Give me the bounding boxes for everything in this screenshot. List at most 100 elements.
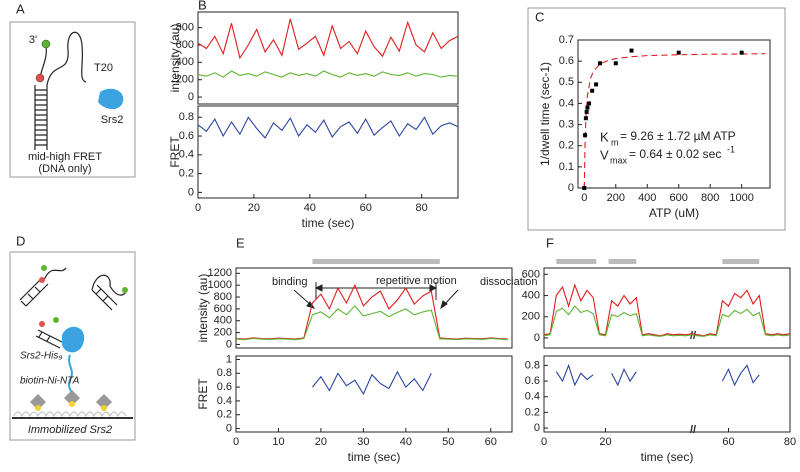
x-tick-label: 50 (442, 436, 454, 448)
x-tick-label: 20 (599, 436, 611, 448)
data-point (739, 50, 744, 55)
annotation: dissociation (480, 276, 537, 288)
data-point (676, 50, 681, 55)
panel-label: D (16, 233, 25, 248)
y-tick-label: 0.6 (559, 55, 574, 67)
y-tick-label: 0.4 (525, 391, 540, 403)
data-point (629, 48, 634, 53)
annotation: V (600, 147, 609, 162)
axes-frame (197, 105, 459, 199)
x-axis-label: ATP (uM) (649, 206, 699, 220)
y-tick-label: 1000 (208, 279, 232, 291)
highlight-bar (312, 259, 440, 264)
y-tick-label: 0.2 (559, 140, 574, 152)
label: Srs2-His₉ (20, 351, 62, 362)
y-tick-label: 0.4 (217, 395, 232, 407)
highlight-bar (556, 259, 597, 264)
x-tick-label: 60 (485, 436, 497, 448)
y-axis-label: FRET (168, 136, 182, 168)
x-tick-label: 0 (541, 436, 547, 448)
x-tick-label: 600 (670, 192, 688, 204)
x-tick-label: 80 (416, 202, 428, 214)
axes-frame (543, 267, 791, 349)
annotation: K (600, 129, 609, 144)
x-tick-label: 30 (357, 436, 369, 448)
x-tick-label: 40 (400, 436, 412, 448)
data-point (587, 101, 592, 106)
trace-line (555, 363, 760, 387)
y-tick-label: 0 (226, 422, 232, 434)
y-tick-label: 800 (214, 291, 232, 303)
y-tick-label: 0.4 (179, 149, 194, 161)
data-point (594, 82, 599, 87)
x-tick-label: 10 (272, 436, 284, 448)
axes-frame (235, 355, 513, 433)
axes-frame (197, 11, 459, 105)
y-tick-label: 0.5 (559, 76, 574, 88)
y-tick-label: 0.3 (559, 118, 574, 130)
panel-label: E (236, 235, 245, 250)
panel-label: A (16, 1, 25, 16)
y-tick-label: 0.8 (525, 359, 540, 371)
data-point (590, 88, 595, 93)
x-tick-label: 40 (304, 202, 316, 214)
y-tick-label: 0.7 (559, 34, 574, 46)
annotation: m (611, 137, 619, 147)
trace-line (197, 70, 459, 78)
data-point (598, 61, 603, 66)
label: Srs2 (101, 114, 124, 126)
y-tick-label: 0.6 (525, 375, 540, 387)
panel-box (527, 7, 786, 231)
panel-label: C (535, 9, 544, 24)
annotation: -1 (727, 144, 735, 154)
label: (DNA only) (38, 163, 91, 175)
trace-line (311, 370, 432, 396)
trace-line (543, 283, 791, 337)
data-point (582, 186, 587, 190)
highlight-bar (722, 259, 760, 264)
y-tick-label: 1 (226, 353, 232, 365)
y-tick-label: 0 (534, 422, 540, 434)
panel-label: F (546, 235, 554, 250)
annotation: binding (272, 276, 307, 288)
x-tick-label: 0 (233, 436, 239, 448)
immobilized-diagram (12, 265, 133, 419)
x-tick-label: 200 (607, 192, 625, 204)
y-tick-label: 0 (188, 186, 194, 198)
x-tick-label: 400 (638, 192, 656, 204)
y-tick-label: 0.4 (559, 97, 574, 109)
y-tick-label: 400 (522, 289, 540, 301)
axes-frame (577, 39, 771, 189)
y-tick-label: 600 (214, 303, 232, 315)
y-tick-label: 1200 (208, 267, 232, 279)
y-tick-label: 0 (188, 91, 194, 103)
x-tick-label: 20 (315, 436, 327, 448)
x-tick-label: 0 (195, 202, 201, 214)
y-tick-label: 600 (176, 39, 194, 51)
label: T20 (94, 62, 113, 74)
y-tick-label: 0.2 (217, 409, 232, 421)
y-tick-label: 0.2 (525, 406, 540, 418)
data-point (613, 61, 618, 66)
y-tick-label: 800 (176, 22, 194, 34)
x-axis-label: time (sec) (641, 450, 694, 464)
y-axis-label: 1/dwell time (sec-1) (538, 62, 552, 166)
y-axis-label: intensity (au) (196, 274, 210, 343)
y-axis-label: FRET (196, 378, 210, 410)
trace-line (543, 305, 791, 337)
data-point (583, 133, 588, 138)
y-tick-label: 0.6 (217, 381, 232, 393)
label: mid-high FRET (28, 151, 102, 163)
y-tick-label: 200 (176, 74, 194, 86)
y-tick-label: 0 (568, 182, 574, 194)
annotation: = 9.26 ± 1.72 µM ATP (620, 129, 736, 143)
y-tick-label: 0 (226, 338, 232, 350)
highlight-bar (608, 259, 637, 264)
y-tick-label: 0.8 (179, 111, 194, 123)
dna-diagram (34, 31, 124, 150)
label: biotin-Ni-NTA (20, 376, 80, 387)
x-axis-label: time (sec) (348, 450, 401, 464)
x-tick-label: 1000 (729, 192, 753, 204)
y-tick-label: 0 (534, 332, 540, 344)
x-tick-label: 0 (581, 192, 587, 204)
